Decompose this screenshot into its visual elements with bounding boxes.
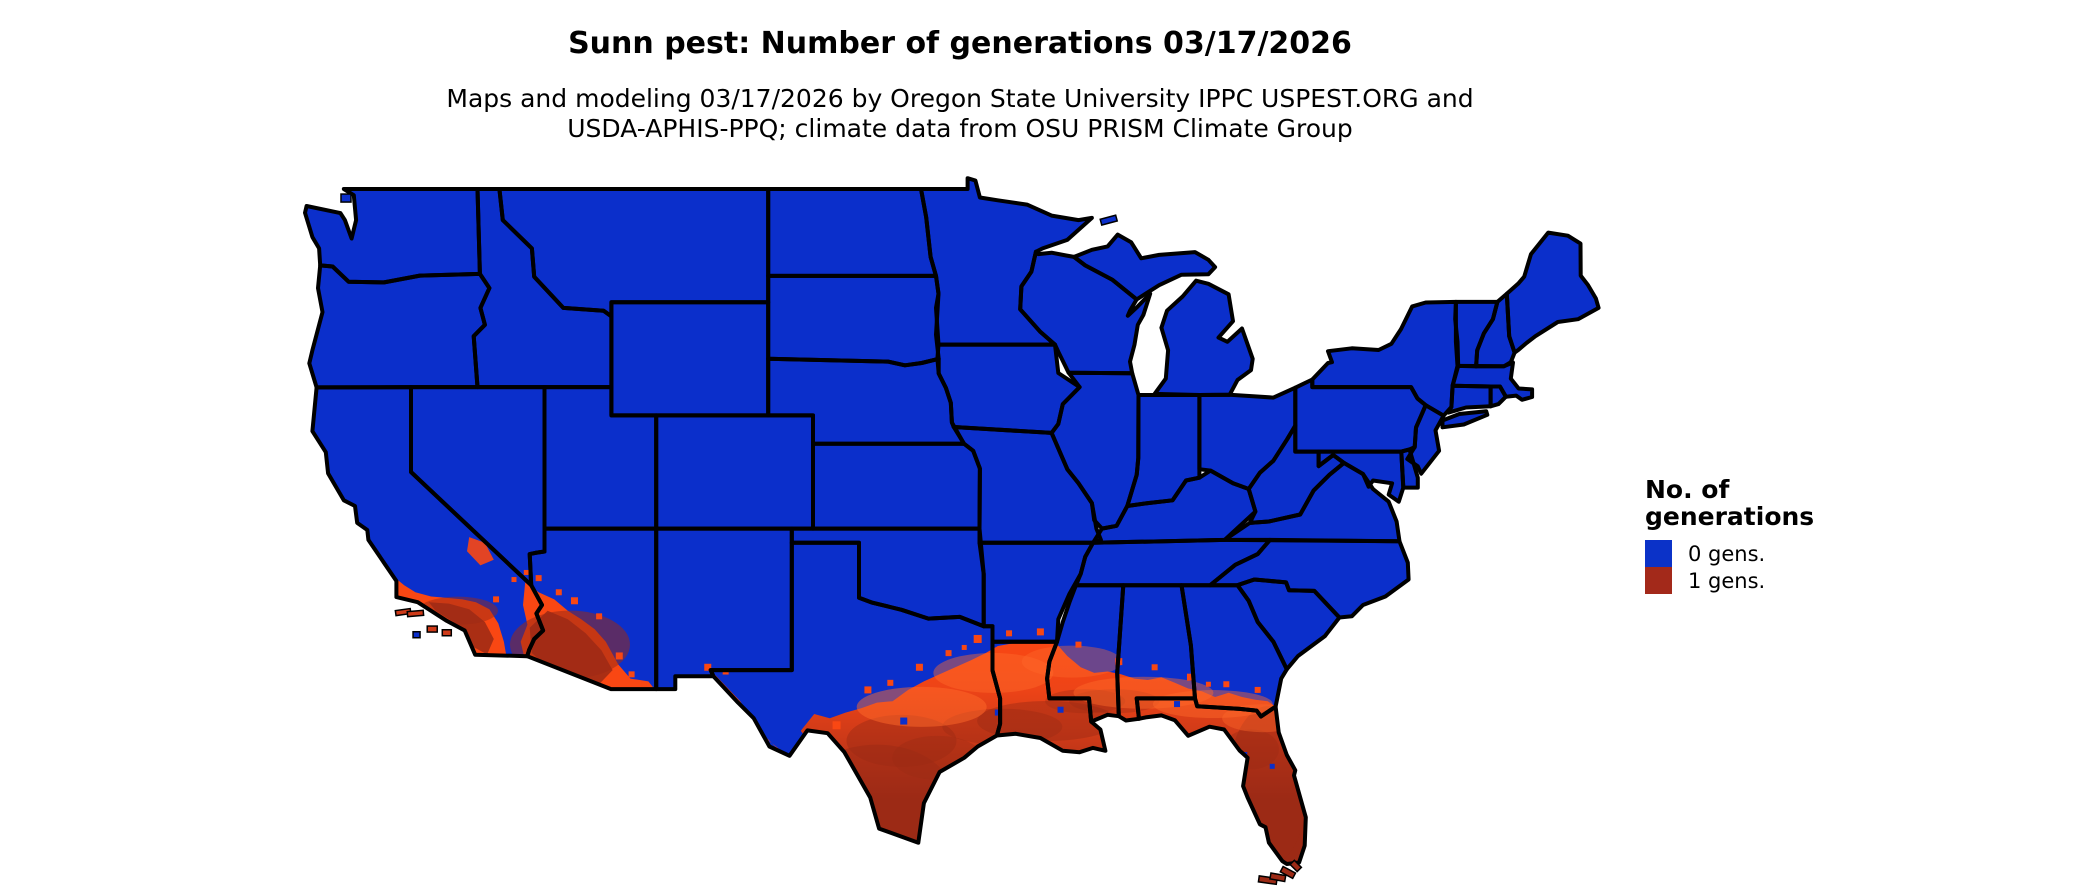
- state-border-fl: [1134, 696, 1308, 866]
- state-ks: [813, 443, 980, 529]
- state-nyli: [1442, 411, 1488, 428]
- state-pa: [1295, 379, 1426, 452]
- state-vt: [1455, 301, 1498, 367]
- state-wa: [305, 189, 480, 283]
- state-in: [1127, 395, 1200, 506]
- state-nm: [656, 528, 792, 690]
- state-mo: [953, 427, 1101, 543]
- page-title-block: Sunn pest: Number of generations 03/17/2…: [0, 26, 1920, 61]
- state-mil: [1154, 280, 1253, 395]
- state-miu: [1074, 234, 1216, 300]
- state-nc: [1210, 539, 1409, 618]
- state-border-az: [525, 526, 659, 692]
- state-ne: [768, 358, 964, 444]
- state-or: [309, 265, 490, 388]
- state-co: [656, 415, 813, 529]
- state-border-tx: [708, 540, 1003, 845]
- state-ky: [1093, 470, 1256, 543]
- state-border-nyli: [1440, 409, 1490, 430]
- state-sd: [768, 275, 939, 366]
- legend: No. of generations 0 gens. 1 gens.: [1645, 476, 1885, 594]
- state-md: [1318, 451, 1404, 502]
- legend-item-1-gens: 1 gens.: [1645, 567, 1885, 594]
- state-il: [1051, 372, 1139, 529]
- map-title: Sunn pest: Number of generations 03/17/2…: [568, 26, 1352, 61]
- state-mn: [921, 178, 1092, 345]
- state-border-me: [1504, 230, 1601, 355]
- state-ut: [544, 387, 657, 529]
- state-ny: [1312, 301, 1458, 416]
- state-ok: [791, 528, 984, 627]
- state-nh: [1476, 293, 1515, 367]
- state-border-nj: [1405, 403, 1446, 476]
- map-attribution: Maps and modeling 03/17/2026 by Oregon S…: [0, 84, 1920, 144]
- state-border-mil: [1152, 278, 1255, 397]
- state-nd: [768, 189, 936, 276]
- state-ma: [1452, 362, 1533, 400]
- state-ca: [312, 387, 544, 657]
- legend-swatch-1-gens: [1645, 567, 1672, 594]
- legend-label-1-gens: 1 gens.: [1688, 568, 1766, 593]
- state-ar: [979, 542, 1093, 642]
- legend-label-0-gens: 0 gens.: [1688, 541, 1766, 566]
- state-mt: [499, 189, 769, 317]
- state-wv: [1248, 425, 1344, 523]
- state-border-sc: [1235, 577, 1342, 672]
- state-ia: [937, 344, 1080, 433]
- state-me: [1506, 232, 1599, 353]
- legend-title: No. of generations: [1645, 476, 1885, 530]
- state-oh: [1199, 387, 1296, 489]
- state-wi: [1020, 251, 1151, 374]
- attribution-line-2: USDA-APHIS-PPQ; climate data from OSU PR…: [567, 114, 1353, 143]
- state-nv: [411, 387, 545, 586]
- state-wy: [611, 302, 769, 416]
- legend-item-0-gens: 0 gens.: [1645, 540, 1885, 567]
- legend-title-line-1: No. of: [1645, 475, 1730, 504]
- legend-swatch-0-gens: [1645, 540, 1672, 567]
- island-layer: [340, 193, 1303, 886]
- state-sc: [1237, 579, 1340, 670]
- state-border-layer: [303, 176, 1601, 866]
- state-border-miu: [1072, 232, 1218, 302]
- legend-title-line-2: generations: [1645, 502, 1815, 531]
- attribution-line-1: Maps and modeling 03/17/2026 by Oregon S…: [446, 84, 1474, 113]
